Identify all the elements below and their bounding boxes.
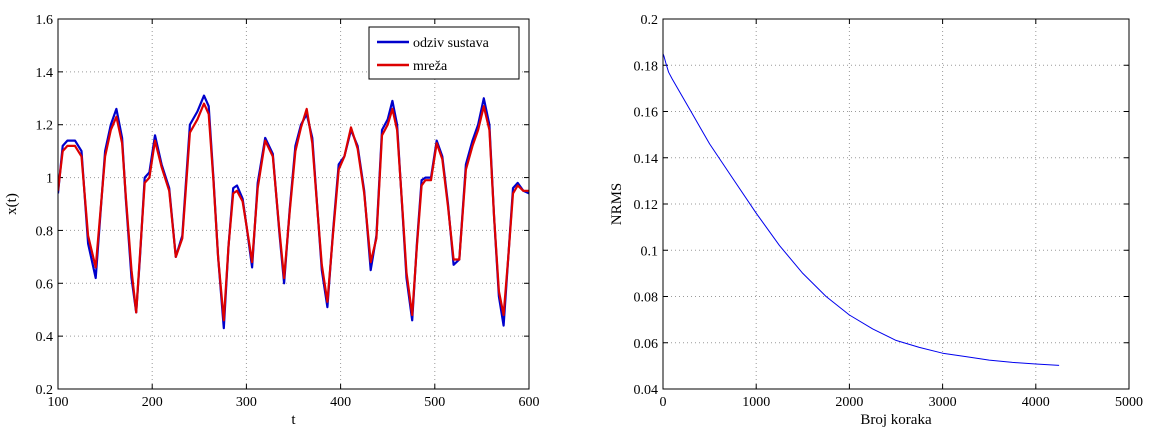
left-y-tick-label: 1.4 xyxy=(36,66,54,81)
left-y-tick-label: 1.6 xyxy=(36,13,54,28)
left-x-tick-label: 100 xyxy=(48,395,69,410)
right-y-tick-label: 0.18 xyxy=(634,59,659,74)
left-x-tick-label: 600 xyxy=(519,395,540,410)
right-y-tick-label: 0.14 xyxy=(634,152,659,167)
left-plot-area xyxy=(58,19,529,389)
right-x-tick-label: 5000 xyxy=(1115,395,1143,410)
left-y-tick-label: 1 xyxy=(46,172,53,187)
left-y-tick-label: 0.4 xyxy=(36,330,54,345)
right-axes-frame xyxy=(662,18,1130,390)
left-y-tick-label: 0.8 xyxy=(36,224,54,239)
right-x-tick-label: 2000 xyxy=(835,395,863,410)
left-legend-label: odziv sustava xyxy=(413,36,490,51)
left-x-tick-label: 200 xyxy=(142,395,163,410)
right-y-tick-label: 0.06 xyxy=(634,337,659,352)
right-series-line-0 xyxy=(663,53,1060,366)
chart-right: 0 1000 2000 3000 4000 5000 0.04 0.06 0.08 0.1 0.12… xyxy=(609,13,1143,428)
right-y-axis-label: NRMS xyxy=(609,183,625,226)
left-y-tick-label: 0.6 xyxy=(36,277,54,292)
right-y-tick-label: 0.12 xyxy=(634,198,659,213)
right-x-tick-label: 1000 xyxy=(742,395,770,410)
left-y-axis-label: x(t) xyxy=(4,193,20,215)
right-x-tick-label: 0 xyxy=(660,395,667,410)
right-y-tick-label: 0.16 xyxy=(634,106,659,121)
right-y-tick-label: 0.08 xyxy=(634,291,659,306)
right-x-tick-label: 3000 xyxy=(929,395,957,410)
right-y-tick-label: 0.1 xyxy=(641,244,659,259)
chart-left: 100 200 300 400 500 600 0.2 0.4 0.6 0.8 1 1.2 1.4 1.6… xyxy=(4,13,540,428)
left-x-tick-label: 400 xyxy=(330,395,351,410)
left-x-tick-label: 500 xyxy=(424,395,445,410)
right-x-axis-label: Broj koraka xyxy=(860,412,932,428)
right-y-tick-label: 0.04 xyxy=(634,383,659,398)
right-y-tick-label: 0.2 xyxy=(641,13,659,28)
left-axes-frame xyxy=(57,18,530,390)
left-y-tick-label: 1.2 xyxy=(36,119,54,134)
left-x-axis-label: t xyxy=(291,412,296,428)
left-series-line-1 xyxy=(58,102,529,322)
left-y-tick-label: 0.2 xyxy=(36,383,54,398)
right-x-tick-label: 4000 xyxy=(1022,395,1050,410)
left-legend: odziv sustava mreža xyxy=(368,26,520,80)
left-legend-label: mreža xyxy=(413,59,448,74)
left-x-tick-label: 300 xyxy=(236,395,257,410)
left-legend-box xyxy=(368,26,520,80)
